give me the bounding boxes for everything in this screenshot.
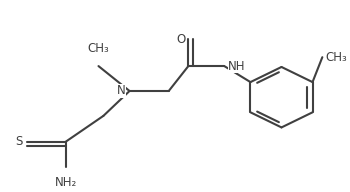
Text: NH₂: NH₂ — [55, 176, 77, 189]
Text: CH₃: CH₃ — [326, 51, 347, 64]
Text: NH: NH — [228, 60, 246, 73]
Text: CH₃: CH₃ — [88, 42, 109, 55]
Text: O: O — [176, 33, 186, 46]
Text: N: N — [117, 84, 126, 98]
Text: S: S — [15, 135, 23, 148]
